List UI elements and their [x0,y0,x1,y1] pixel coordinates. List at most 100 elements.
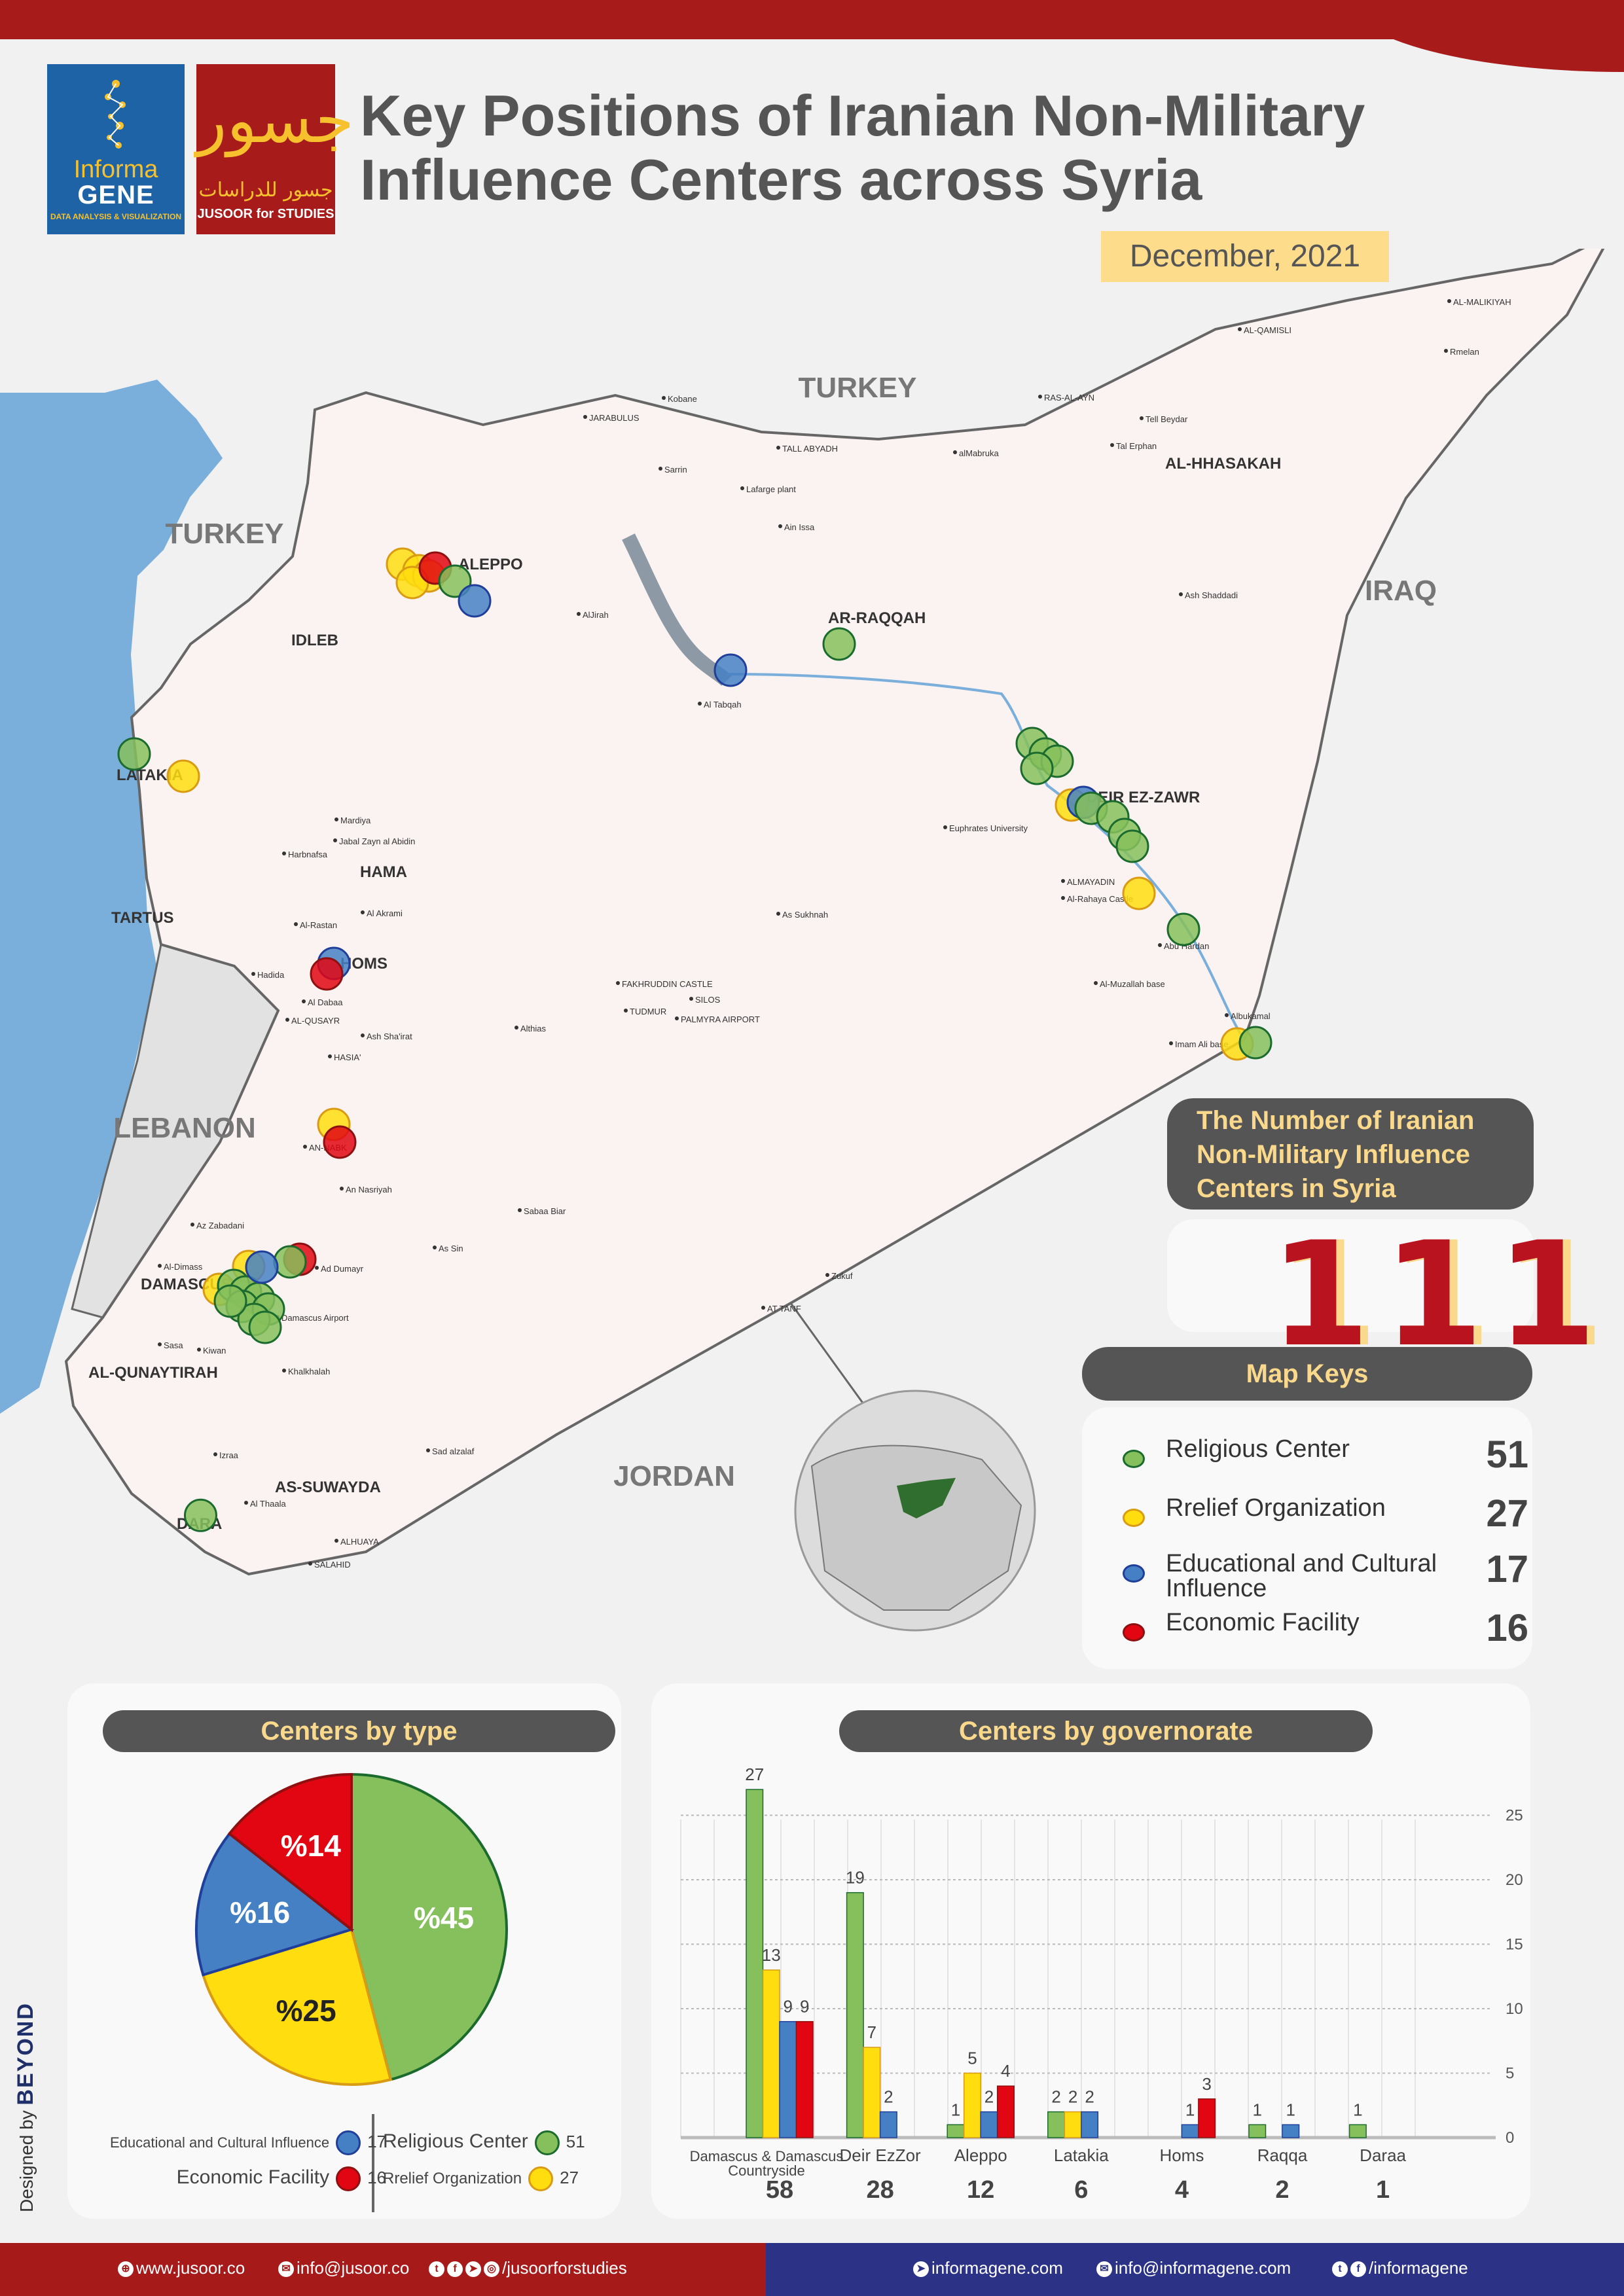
place-label: Al Akrami [367,908,403,918]
place-dot [285,1018,289,1022]
place-dot [662,396,666,400]
place-label: Ad Dumayr [321,1264,364,1274]
bar-value-label: 7 [867,2022,876,2042]
syria-highlight [897,1478,956,1518]
informagene-web-link[interactable]: ➤ informagene.com [913,2258,1063,2278]
jusoor-email-link[interactable]: ✉ info@jusoor.co [278,2258,409,2278]
date-badge: December, 2021 [1101,231,1389,282]
place-dot [1140,416,1144,420]
place-label: An Nasriyah [346,1185,392,1194]
place-dot [282,1369,286,1372]
place-dot [761,1306,765,1310]
mediterranean-sea [0,380,223,1414]
place-dot [158,1342,162,1346]
place-label: Mardiya [340,816,371,825]
place-dot [1061,896,1065,900]
place-dot [1061,879,1065,883]
place-label: Al Tabqah [704,700,742,709]
governorate-label: IDLEB [291,632,338,649]
map-key-item: Rrelief Organization 27 [1123,1492,1528,1541]
place-label: Albukamal [1231,1011,1271,1021]
key-dot-icon [1123,1509,1145,1527]
marker-educational-and-cultural-influence[interactable] [245,1250,279,1284]
informagene-email-link[interactable]: ✉ info@informagene.com [1096,2258,1291,2278]
place-label: As Sin [439,1244,463,1253]
place-dot [659,467,662,471]
bar [879,2111,897,2138]
place-dot [1444,349,1448,353]
jusoor-web-link[interactable]: ⊕ www.jusoor.co [118,2258,245,2278]
place-label: Zukuf [831,1271,853,1281]
place-label: Sabaa Biar [524,1206,566,1216]
category-label: Homs [1159,2145,1204,2165]
place-label: AlJirah [583,610,609,620]
place-dot [1094,981,1098,985]
bar-value-label: 2 [884,2087,893,2107]
marker-rrelief-organization[interactable] [1122,876,1156,910]
place-label: Harbnafsa [288,850,328,859]
place-label: Al Thaala [250,1499,286,1509]
page-title: Key Positions of Iranian Non-Military In… [360,83,1365,212]
place-dot [340,1187,344,1191]
marker-religious-center[interactable] [117,737,151,771]
syria-map: TURKEYTURKEYIRAQLEBANONJORDANLATAKIAIDLE… [0,249,1605,1632]
place-label: Al Dabaa [308,997,343,1007]
place-dot [943,825,947,829]
informagene-social-link[interactable]: t f/informagene [1332,2258,1468,2278]
place-dot [302,999,306,1003]
place-dot [953,450,957,454]
marker-religious-center[interactable] [213,1284,247,1318]
place-dot [518,1208,522,1212]
key-dot-icon [1123,1623,1145,1641]
place-dot [1169,1041,1173,1045]
place-dot [740,486,744,490]
legend-dot-icon [336,2130,361,2155]
marker-religious-center[interactable] [1115,829,1149,863]
jusoor-social-link[interactable]: t f ➤ ◎/jusoorforstudies [429,2258,627,2278]
category-total: 6 [1074,2176,1088,2204]
place-label: Ain Issa [784,522,815,532]
place-label: Euphrates University [949,823,1028,833]
place-label: TUDMUR [630,1007,666,1016]
email-icon: ✉ [1096,2261,1112,2278]
governorate-label: AL-HHASAKAH [1165,455,1281,473]
place-dot [698,702,702,706]
place-dot [1238,327,1242,331]
marker-religious-center[interactable] [822,627,856,661]
place-label: SILOS [695,995,721,1005]
total-heading: The Number of Iranian Non-Military Influ… [1167,1098,1534,1210]
marker-educational-and-cultural-influence[interactable] [713,653,748,687]
country-label: TURKEY [799,372,917,404]
pie-label: %16 [230,1895,290,1929]
place-dot [294,922,298,926]
marker-religious-center[interactable] [1238,1026,1272,1060]
place-dot [158,1264,162,1268]
governorate-label: AL-QUNAYTIRAH [88,1364,218,1382]
marker-religious-center[interactable] [1020,751,1054,785]
y-tick-label: 10 [1506,2000,1523,2018]
marker-religious-center[interactable] [1166,912,1200,946]
country-label: LEBANON [113,1112,256,1144]
place-label: Rmelan [1450,347,1479,357]
designer-credit: Designed by BEYOND [13,2002,38,2212]
place-dot [514,1026,518,1030]
marker-religious-center[interactable] [248,1310,282,1344]
marker-educational-and-cultural-influence[interactable] [458,584,492,618]
marker-religious-center[interactable] [183,1498,217,1532]
place-label: Sarrin [664,465,687,475]
place-dot [1225,1013,1229,1017]
bar-value-label: 2 [1051,2087,1060,2107]
y-tick-label: 25 [1506,1807,1523,1825]
marker-rrelief-organization[interactable] [166,759,200,793]
place-label: Tal Erphan [1116,441,1157,451]
place-label: AL-QAMISLI [1244,325,1291,335]
twitter-icon: t [429,2261,444,2278]
place-dot [776,446,780,450]
country-label: JORDAN [613,1460,735,1492]
bar-value-label: 1 [1353,2100,1362,2119]
marker-economic-facility[interactable] [323,1125,357,1159]
place-dot [315,1266,319,1270]
pie-heading: Centers by type [103,1710,615,1752]
bar [1198,2098,1216,2138]
marker-economic-facility[interactable] [310,957,344,991]
